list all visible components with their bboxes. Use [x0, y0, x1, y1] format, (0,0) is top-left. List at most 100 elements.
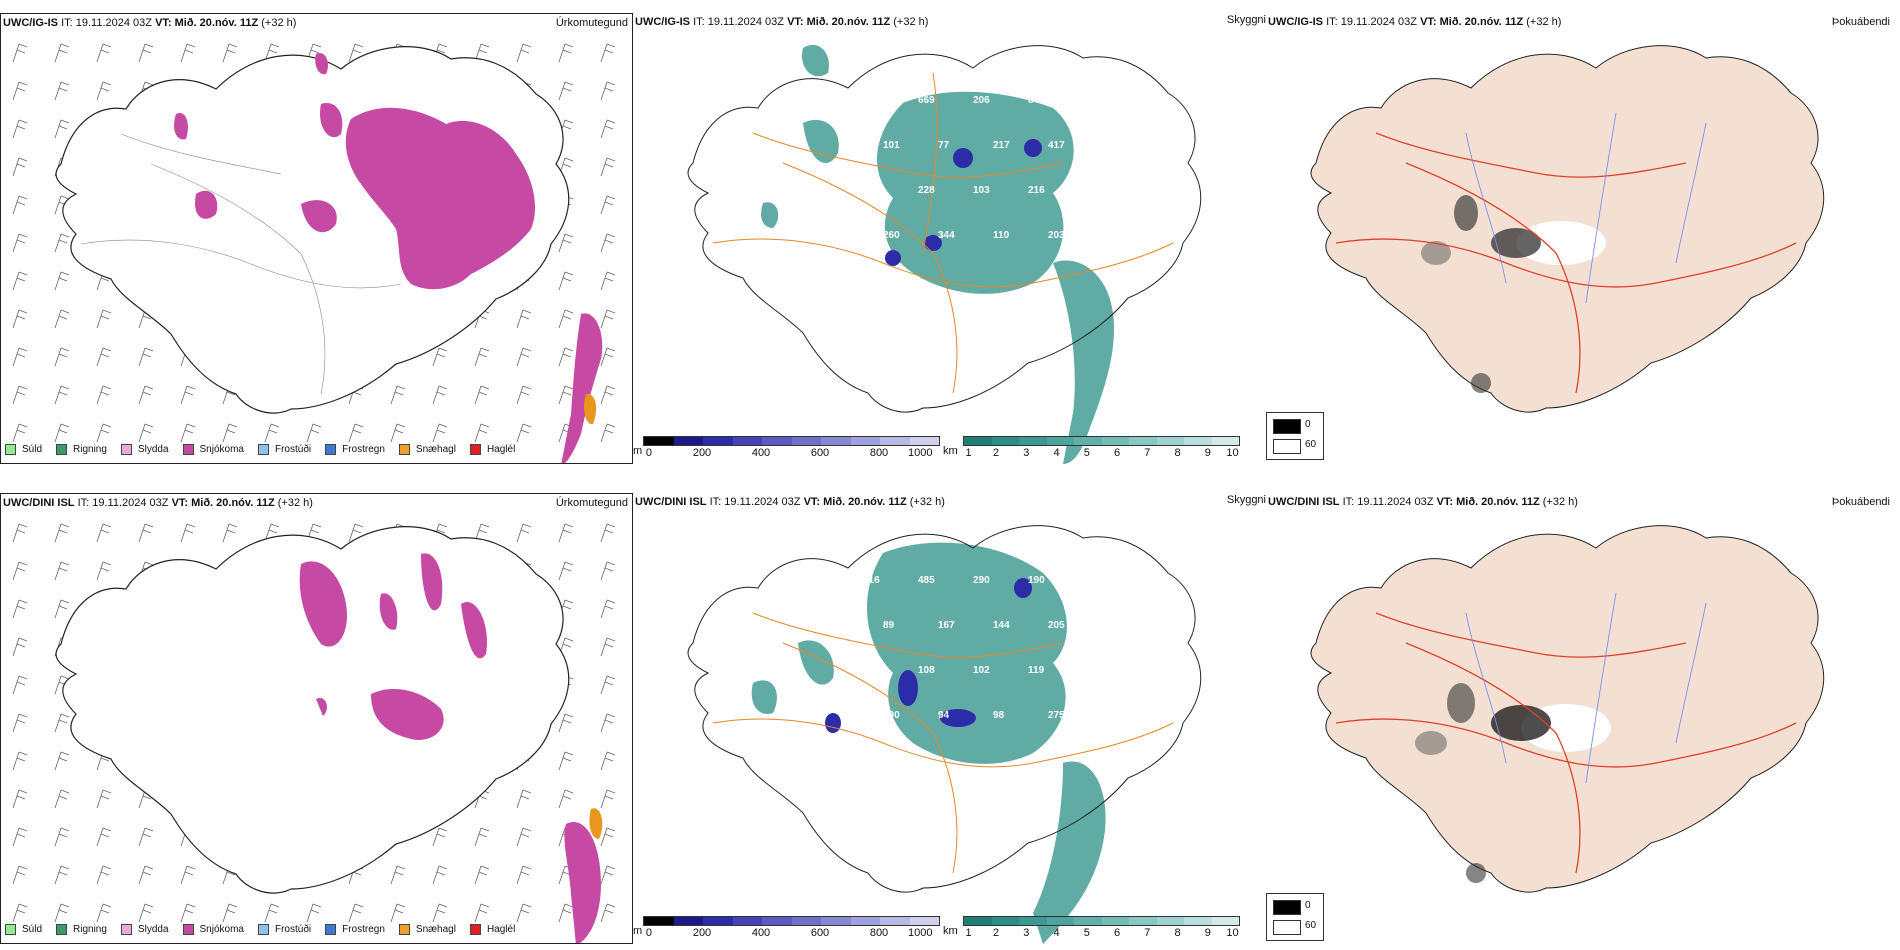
wind-barb: [516, 903, 532, 923]
model-name: UWC/IG-IS: [3, 17, 58, 29]
km-tick: 4: [1053, 927, 1060, 939]
wind-barb: [558, 385, 574, 405]
wind-barb: [54, 827, 70, 847]
legend-label: Snæhagl: [415, 444, 456, 455]
wind-barb: [516, 827, 532, 847]
legend-label: Snæhagl: [415, 924, 456, 935]
wind-barb: [12, 385, 28, 405]
height-unit: m: [633, 445, 643, 457]
legend-label: Súld: [22, 444, 43, 455]
km-tick: 8: [1174, 447, 1181, 459]
visibility-value-label: 119: [1028, 665, 1045, 676]
init-time-label: IT:: [1326, 16, 1338, 28]
panel-header: UWC/DINI ISL IT: 19.11.2024 03Z VT: Mið.…: [3, 497, 313, 509]
wind-barb: [96, 43, 112, 63]
wind-barb: [390, 423, 406, 443]
visibility-value-label: 217: [993, 140, 1010, 151]
height-tick: 200: [692, 927, 712, 939]
wind-barb: [600, 751, 616, 771]
wind-barb: [138, 43, 154, 63]
legend-item: Slydda: [120, 924, 177, 935]
precip-legend: Súld Rigning Slydda Snjókoma Frostúði Fr…: [5, 444, 523, 455]
ice-pellet-areas: [583, 393, 597, 425]
wind-barb: [12, 675, 28, 695]
wind-barb: [432, 423, 448, 443]
visibility-value-label: 108: [918, 665, 935, 676]
height-tick: 0: [645, 447, 652, 459]
visibility-fields: [751, 542, 1106, 944]
km-tick: 10: [1226, 447, 1239, 459]
rivers: [1465, 592, 1707, 784]
init-time-label: IT:: [77, 497, 90, 509]
wind-barb: [264, 423, 280, 443]
km-tick: 6: [1113, 927, 1121, 939]
wind-barb: [390, 865, 406, 885]
lead-time: (+32 h): [893, 16, 929, 28]
height-colorbar: 0 200 400 600 800 1000 m: [633, 916, 943, 940]
height-tick: 800: [869, 927, 889, 939]
height-tick: 400: [751, 927, 771, 939]
roads: [712, 612, 1174, 874]
wind-barb: [558, 233, 574, 253]
precip-type-panel-2: UWC/DINI ISL IT: 19.11.2024 03Z VT: Mið.…: [0, 493, 633, 944]
valid-time: VT: Mið. 20.nóv. 11Z: [155, 17, 259, 29]
panel-header: UWC/IG-IS IT: 19.11.2024 03Z VT: Mið. 20…: [1268, 16, 1561, 28]
wind-barb: [96, 347, 112, 367]
fog-legend-swatch-light: [1273, 920, 1301, 935]
wind-barb: [558, 751, 574, 771]
visibility-value-label: 669: [918, 95, 935, 106]
wind-barb: [96, 865, 112, 885]
wind-barb: [600, 43, 616, 63]
visibility-value-label: 207: [1083, 95, 1100, 106]
wind-barb: [96, 561, 112, 581]
wind-barb: [138, 347, 154, 367]
wind-barb: [600, 523, 616, 543]
fog-legend-label: 60: [1305, 439, 1317, 450]
wind-barb: [54, 233, 70, 253]
visibility-value-label: 94: [938, 710, 950, 721]
wind-barb: [54, 43, 70, 63]
lead-time: (+32 h): [261, 17, 297, 29]
wind-barb: [138, 423, 154, 443]
km-tick: 8: [1174, 927, 1181, 939]
visibility-value-label: 167: [938, 620, 955, 631]
legend-label: Slydda: [137, 444, 169, 455]
init-time-label: IT:: [709, 496, 722, 508]
visibility-value-label: 98: [993, 710, 1005, 721]
model-name: UWC/DINI ISL: [3, 497, 75, 509]
height-tick: 600: [810, 927, 830, 939]
wind-barb: [12, 637, 28, 657]
wind-barb: [600, 385, 616, 405]
wind-barb: [516, 523, 532, 543]
visibility-value-label: 485: [918, 575, 935, 586]
precip-map-1: [12, 43, 616, 463]
roads: [712, 72, 1174, 394]
wind-barb: [12, 561, 28, 581]
wind-barb: [600, 195, 616, 215]
panel-title: Skyggni: [1226, 494, 1266, 506]
legend-label: Frostúði: [274, 444, 312, 455]
fog-legend-label: 60: [1305, 920, 1317, 931]
wind-barb: [180, 865, 196, 885]
valid-time: VT: Mið. 20.nóv. 11Z: [171, 497, 275, 509]
panel-title: Þokuábendi: [1831, 496, 1890, 508]
roads: [1335, 612, 1797, 874]
panel-title: Skyggni: [1226, 14, 1266, 26]
legend-item: Súld: [5, 924, 50, 935]
wind-barb: [12, 523, 28, 543]
panel-title: Úrkomutegund: [555, 497, 628, 509]
panel-title: Úrkomutegund: [555, 17, 628, 29]
wind-barb: [516, 789, 532, 809]
legend-label: Rigning: [73, 924, 107, 935]
wind-barb: [558, 347, 574, 367]
fog-legend-swatch-dark: [1273, 419, 1301, 434]
wind-barb: [54, 903, 70, 923]
legend-item: Snæhagl: [398, 444, 464, 455]
visibility-value-label: 93: [1103, 140, 1115, 151]
wind-barb: [54, 561, 70, 581]
wind-barb: [54, 523, 70, 543]
visibility-value-label: 16: [1103, 230, 1115, 241]
legend-label: Haglél: [486, 444, 516, 455]
height-colorbar: 0 200 400 600 800 1000 m: [633, 436, 943, 460]
